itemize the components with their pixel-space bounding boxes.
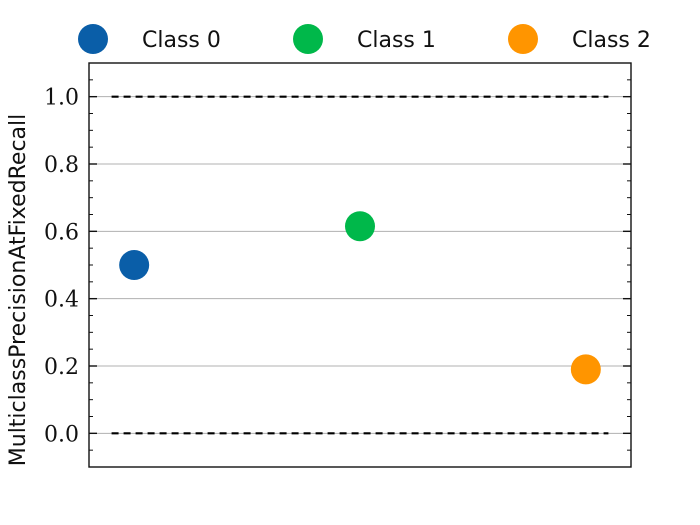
data-points [119, 211, 601, 385]
legend-label: Class 0 [142, 28, 221, 53]
data-point [345, 211, 375, 242]
legend-marker [293, 24, 323, 54]
y-tick-labels: 0.0 0.2 0.4 0.6 0.8 1.0 [44, 86, 79, 448]
data-point [570, 354, 601, 385]
y-tick-label: 1.0 [44, 86, 79, 111]
legend-label: Class 2 [572, 28, 651, 53]
plot-frame [88, 62, 632, 468]
plot-area: 0.0 0.2 0.4 0.6 0.8 1.0 [44, 62, 632, 468]
y-tick-label: 0.8 [44, 153, 79, 178]
y-tick-label: 0.6 [44, 220, 79, 245]
y-tick-label: 0.2 [44, 355, 79, 380]
reference-lines [111, 95, 609, 435]
grid-lines [89, 96, 631, 434]
legend-marker [78, 24, 108, 54]
tick-marks [89, 62, 631, 468]
legend-label: Class 1 [357, 28, 436, 53]
legend: Class 0 Class 1 Class 2 [78, 24, 651, 54]
y-tick-label: 0.0 [44, 422, 79, 447]
legend-marker [508, 24, 538, 54]
y-axis-label: MulticlassPrecisionAtFixedRecall [6, 114, 31, 466]
y-tick-label: 0.4 [44, 288, 79, 313]
data-point [119, 250, 150, 280]
